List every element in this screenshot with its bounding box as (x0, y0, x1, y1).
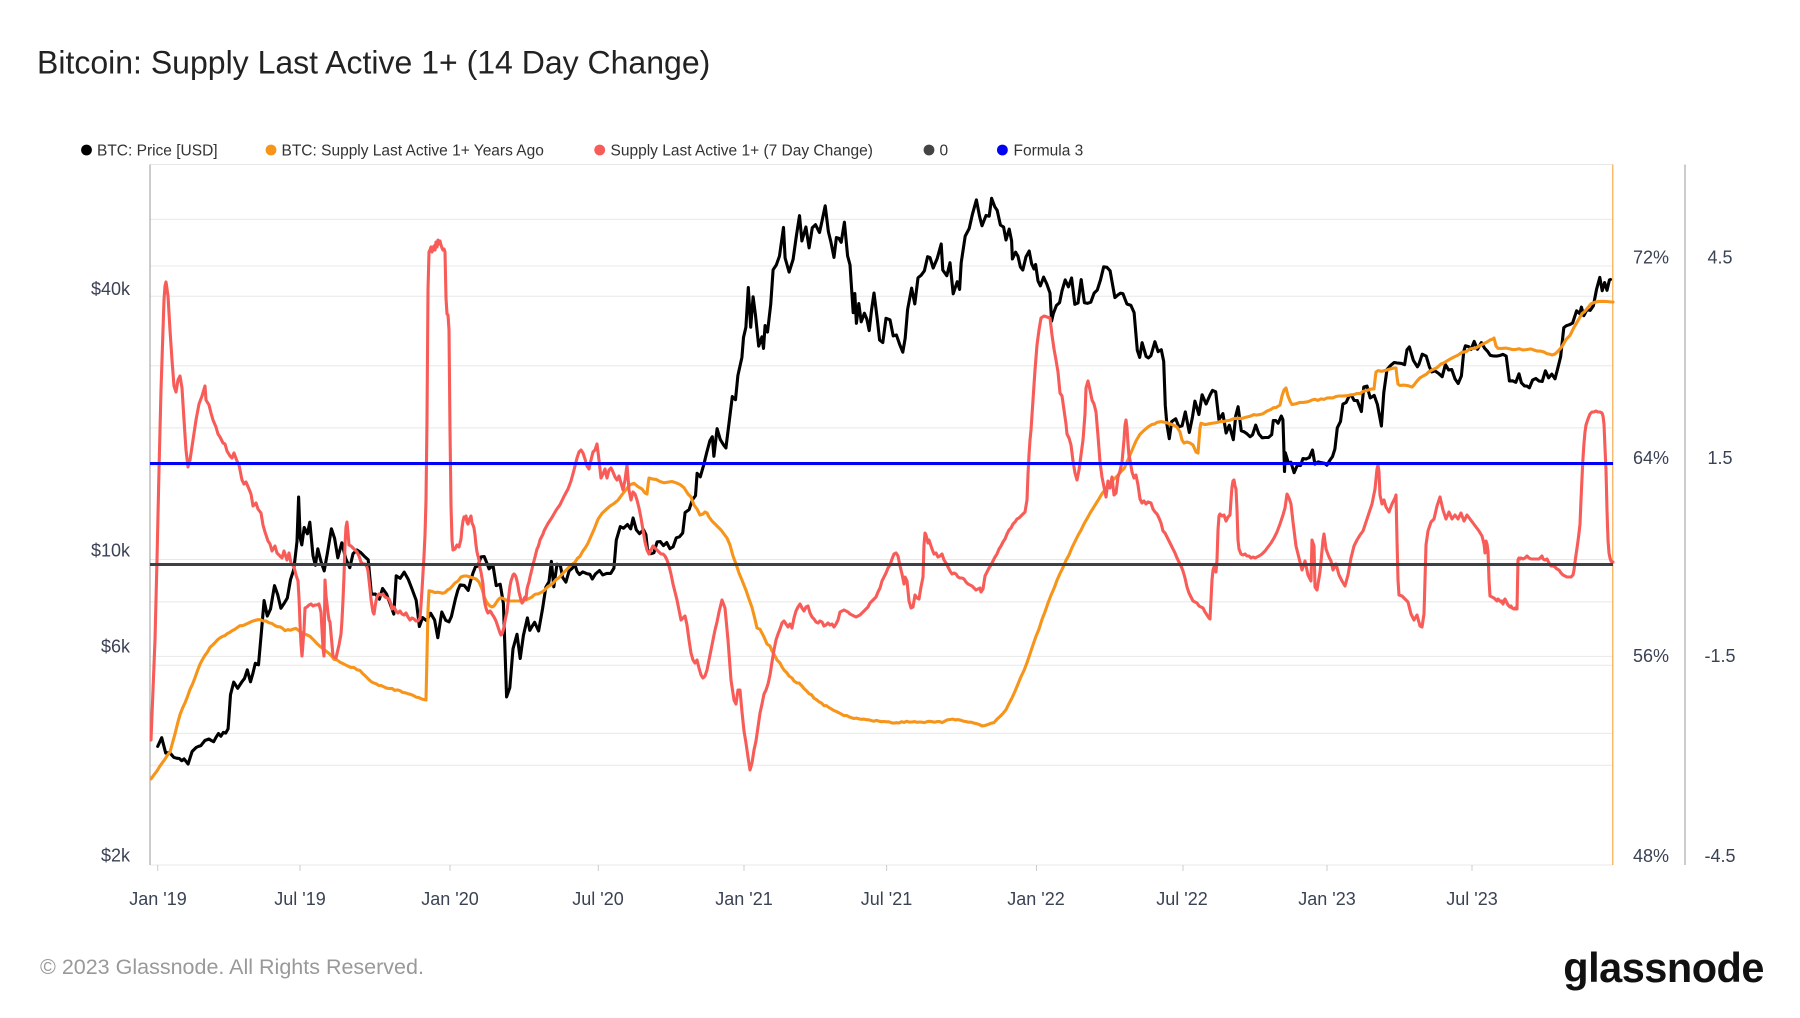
svg-text:Jan '19: Jan '19 (129, 889, 186, 909)
svg-text:Jul '20: Jul '20 (572, 889, 623, 909)
svg-text:Bitcoin: Supply Last Active 1+: Bitcoin: Supply Last Active 1+ (14 Day C… (37, 45, 710, 81)
svg-text:$2k: $2k (101, 845, 131, 865)
svg-text:4.5: 4.5 (1707, 247, 1732, 267)
svg-text:$6k: $6k (101, 636, 131, 656)
svg-text:-4.5: -4.5 (1704, 846, 1735, 866)
svg-text:© 2023 Glassnode. All Rights R: © 2023 Glassnode. All Rights Reserved. (40, 955, 424, 979)
svg-text:$40k: $40k (91, 279, 131, 299)
svg-text:Jan '20: Jan '20 (421, 889, 478, 909)
svg-text:Jul '23: Jul '23 (1446, 889, 1497, 909)
svg-text:72%: 72% (1633, 247, 1669, 267)
svg-text:Supply Last Active 1+ (7 Day C: Supply Last Active 1+ (7 Day Change) (611, 143, 873, 160)
svg-text:Formula 3: Formula 3 (1014, 143, 1084, 160)
svg-text:64%: 64% (1633, 448, 1669, 468)
svg-text:Jan '21: Jan '21 (715, 889, 772, 909)
svg-text:$10k: $10k (91, 540, 131, 560)
svg-text:glassnode: glassnode (1563, 944, 1764, 991)
svg-text:1.5: 1.5 (1707, 448, 1732, 468)
svg-text:48%: 48% (1633, 846, 1669, 866)
svg-text:Jan '23: Jan '23 (1298, 889, 1355, 909)
svg-text:Jul '21: Jul '21 (861, 889, 912, 909)
svg-text:-1.5: -1.5 (1704, 646, 1735, 666)
svg-text:0: 0 (940, 143, 949, 160)
svg-text:56%: 56% (1633, 646, 1669, 666)
svg-text:Jul '19: Jul '19 (274, 889, 325, 909)
svg-text:BTC: Price [USD]: BTC: Price [USD] (97, 143, 218, 160)
svg-text:Jul '22: Jul '22 (1156, 889, 1207, 909)
svg-text:BTC: Supply Last Active 1+ Yea: BTC: Supply Last Active 1+ Years Ago (282, 143, 544, 160)
svg-text:Jan '22: Jan '22 (1007, 889, 1064, 909)
